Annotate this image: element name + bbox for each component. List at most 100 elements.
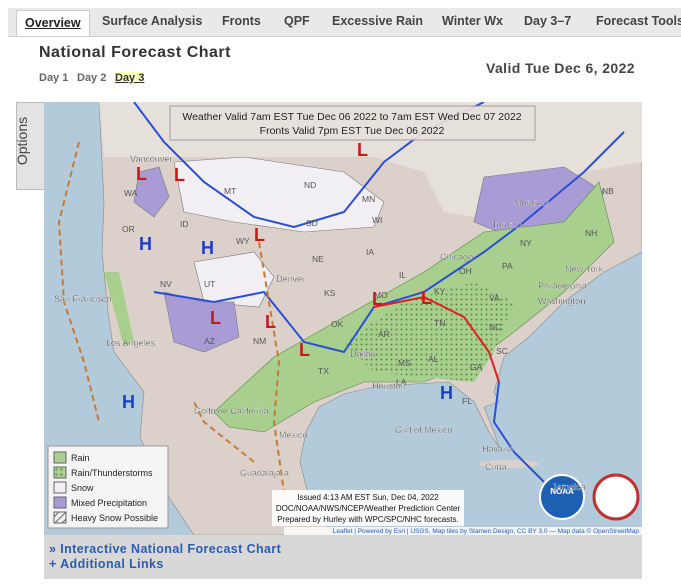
legend-label: Mixed Precipitation [71, 498, 147, 508]
place-label: MT [224, 186, 236, 196]
issued-box [272, 490, 464, 526]
day-tab[interactable]: Day 1 [39, 72, 69, 84]
place-label: Denver [276, 274, 305, 284]
tab[interactable]: Fronts [222, 14, 261, 28]
pressure-center: L [210, 308, 221, 328]
place-label: NM [253, 336, 266, 346]
tab[interactable]: Winter Wx [442, 14, 503, 28]
place-label: NC [489, 322, 501, 332]
pressure-center: H [201, 238, 214, 258]
legend-label: Snow [71, 483, 94, 493]
place-label: TX [318, 366, 329, 376]
place-label: MS [398, 358, 411, 368]
place-label: IL [399, 270, 406, 280]
place-label: OR [122, 224, 135, 234]
warm-front [373, 295, 500, 383]
pressure-center: L [254, 225, 265, 245]
link[interactable]: + Additional Links [49, 557, 164, 571]
place-label: ID [180, 219, 189, 229]
place-label: KS [324, 288, 336, 298]
place-label: WY [236, 236, 250, 246]
legend-swatch [53, 511, 67, 524]
day-tab[interactable]: Day 2 [77, 72, 107, 84]
mixed-area [133, 166, 170, 218]
day-tab[interactable]: Day 3 [115, 72, 145, 84]
tab[interactable]: Surface Analysis [102, 14, 203, 28]
place-label: Gulf of Mexico [395, 425, 453, 435]
place-label: Washington [538, 296, 585, 306]
place-label: Chicago [440, 252, 473, 262]
pressure-center: L [174, 165, 185, 185]
place-label: Cuba [485, 462, 507, 472]
place-label: NY [520, 238, 532, 248]
pressure-center: H [440, 383, 453, 403]
place-label: IA [366, 247, 374, 257]
legend-box [47, 445, 169, 529]
pressure-center: L [372, 289, 383, 309]
tab[interactable]: Excessive Rain [332, 14, 424, 28]
legend-swatch [53, 481, 67, 494]
trough [57, 141, 100, 423]
place-label: Vancouver [130, 154, 172, 164]
place-label: SD [306, 218, 318, 228]
place-label: Guadalajara [240, 468, 289, 478]
place-label: AR [378, 329, 390, 339]
tab[interactable]: QPF [284, 14, 310, 28]
tab[interactable]: Day 3–7 [524, 14, 572, 28]
place-label: UT [204, 279, 215, 289]
place-label: Philadelphia [538, 281, 587, 291]
pressure-center: H [139, 234, 152, 254]
cold-front [492, 381, 545, 483]
attribution-bg [284, 527, 642, 535]
snow-area [173, 156, 385, 233]
place-label: Jamaica [552, 482, 586, 492]
place-label: MO [374, 290, 388, 300]
pressure-center: L [299, 340, 310, 360]
legend-swatch [53, 496, 67, 509]
place-label: AL [428, 354, 439, 364]
legend-swatch [53, 466, 67, 479]
place-label: FL [462, 396, 472, 406]
banner-text: Fronts Valid 7pm EST Tue Dec 06 2022 [260, 125, 445, 137]
place-label: San Francisco [54, 294, 112, 304]
place-label: KY [434, 286, 446, 296]
valid-date: Valid Tue Dec 6, 2022 [486, 60, 635, 76]
page-title: National Forecast Chart [39, 44, 231, 61]
trough [258, 241, 285, 493]
tab[interactable]: Forecast Tools [596, 14, 681, 28]
place-label: GA [470, 362, 483, 372]
place-label: NB [602, 186, 614, 196]
tab[interactable]: Overview [16, 10, 90, 36]
place-label: Los Angeles [106, 338, 156, 348]
legend-label: Heavy Snow Possible [71, 513, 158, 523]
place-label: ND [304, 180, 316, 190]
pressure-center: L [136, 164, 147, 184]
place-label: NH [585, 228, 597, 238]
tab-bar: Overview Surface Analysis Fronts QPF Excessi… [8, 8, 681, 37]
nws-logo [592, 473, 640, 521]
place-label: Havana [482, 444, 513, 454]
banner-box [169, 105, 536, 141]
pressure-center: H [122, 392, 135, 412]
place-label: Toronto [492, 220, 522, 230]
legend-swatch [53, 451, 67, 464]
pressure-center: L [357, 140, 368, 160]
mixed-area [163, 291, 240, 353]
options-label[interactable]: Options [14, 116, 31, 166]
legend-label: Rain [71, 453, 90, 463]
issued-text: Prepared by Hurley with WPC/SPC/NHC fore… [277, 515, 458, 524]
options-tab[interactable]: Options [14, 102, 45, 190]
noaa-logo [539, 474, 585, 520]
issued-text: Issued 4:13 AM EST Sun, Dec 04, 2022 [297, 493, 439, 502]
legend-label: Rain/Thunderstorms [71, 468, 153, 478]
place-label: WI [372, 215, 382, 225]
place-label: AZ [204, 336, 215, 346]
place-label: LA [396, 377, 407, 387]
link[interactable]: » Interactive National Forecast Chart [49, 542, 282, 556]
place-label: VA [489, 293, 500, 303]
place-label: Montreal [514, 198, 549, 208]
place-label: Dallas [350, 349, 376, 359]
place-label: Mexico [279, 430, 308, 440]
map[interactable]: Weather Valid 7am EST Tue Dec 06 2022 to… [44, 102, 642, 535]
